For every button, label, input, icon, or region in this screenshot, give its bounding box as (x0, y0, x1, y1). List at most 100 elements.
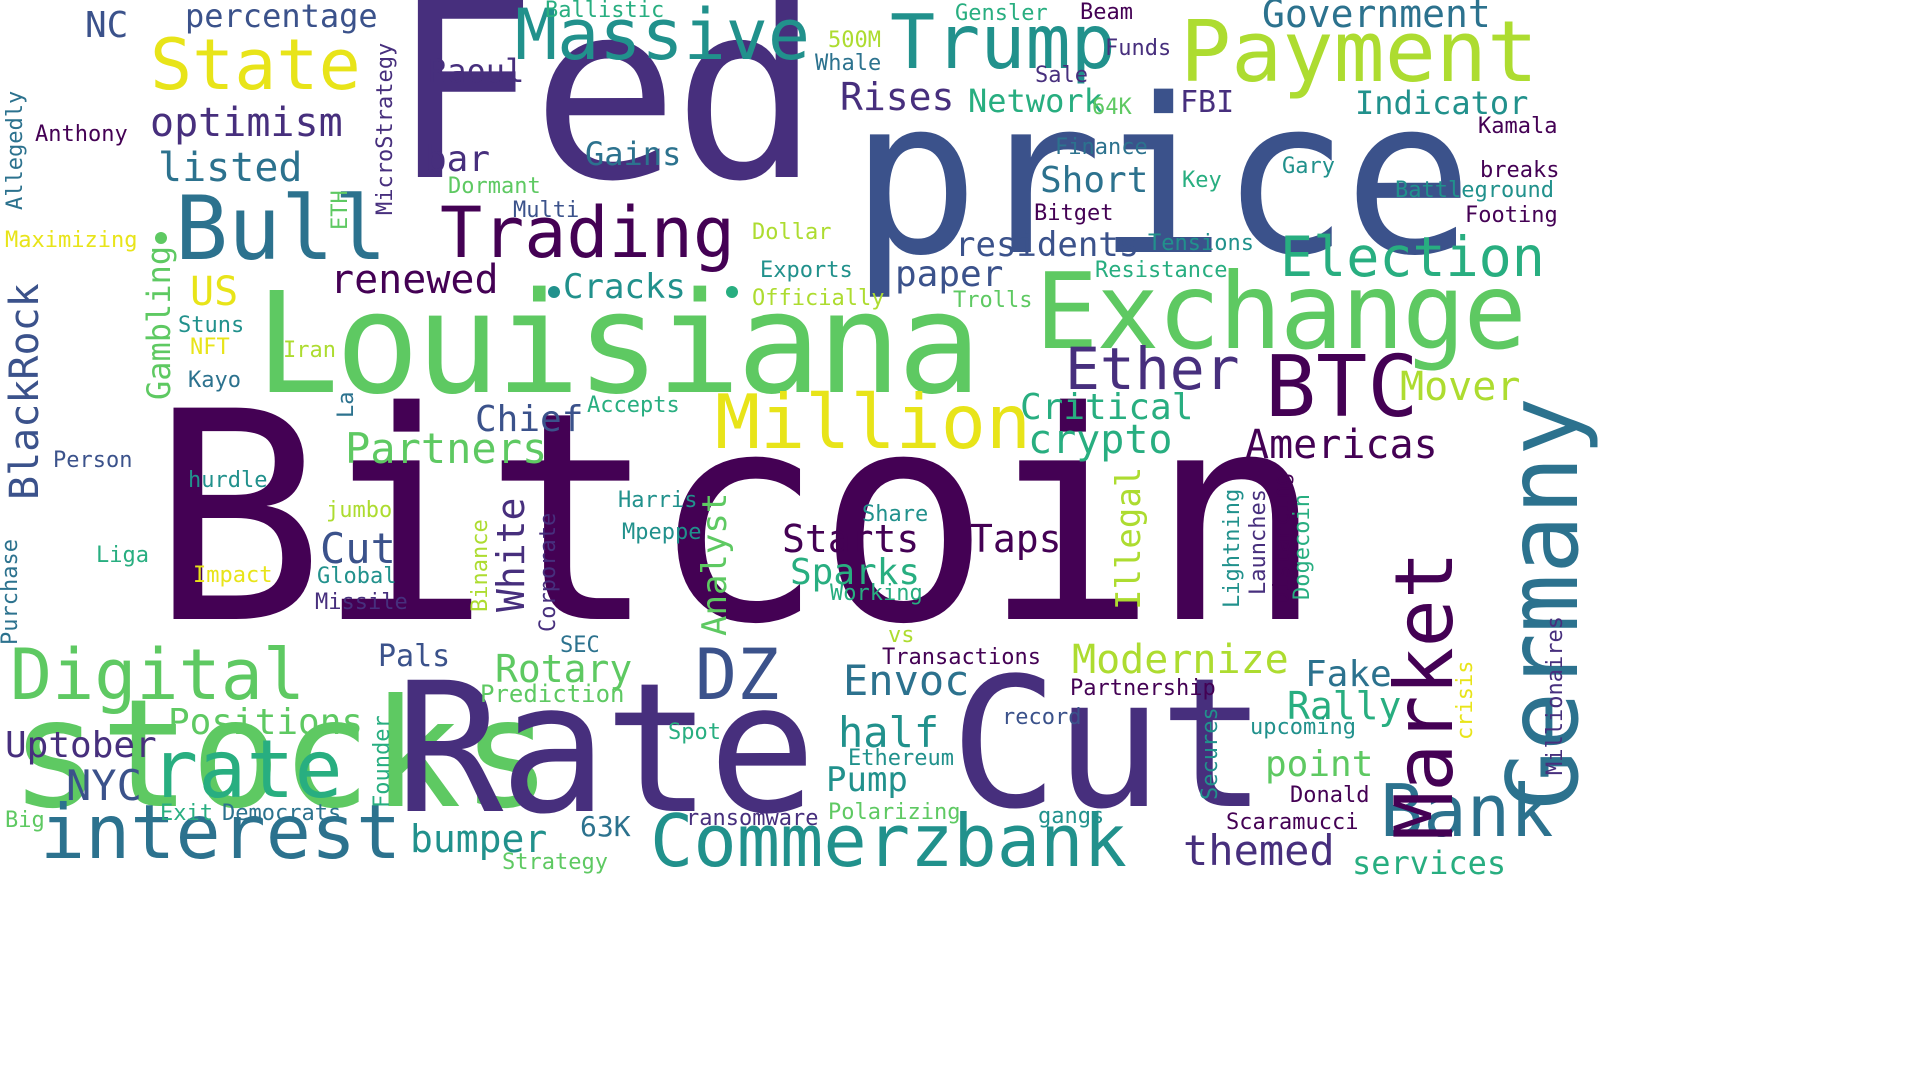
word: Funds (1105, 36, 1172, 61)
word: Purchase (0, 539, 23, 645)
word: Pump (826, 760, 908, 800)
word: Dogecoin (1290, 494, 1315, 600)
word: stocks (10, 668, 552, 842)
word: Resistance (1095, 258, 1228, 283)
word: Democrats (222, 801, 342, 826)
word: Starts (782, 517, 920, 561)
word: Ballistic (545, 0, 665, 23)
word: BTC (1265, 338, 1419, 437)
word: Missile (315, 590, 408, 615)
word: Lightning (1220, 488, 1245, 608)
word: Modernize (1072, 637, 1289, 683)
word: La (334, 391, 359, 419)
word: rate (150, 723, 343, 816)
word: Envoc (843, 656, 970, 705)
word: Exchange (1035, 251, 1527, 373)
word: price (850, 52, 1473, 303)
word: Impact (193, 563, 273, 588)
word: Chief (475, 399, 584, 440)
word: Digital (10, 634, 306, 716)
word: Dormant (448, 174, 541, 199)
word: Sale (1035, 63, 1088, 88)
word: Fake (1305, 654, 1392, 695)
word: Battleground (1395, 178, 1554, 203)
word: Working (830, 581, 923, 606)
word: Founder (370, 715, 395, 808)
word: Polarizing (828, 800, 961, 825)
word: 63K (580, 810, 631, 843)
word: State (150, 24, 361, 106)
word: Payment (1180, 3, 1539, 102)
word: Americas (1245, 422, 1438, 468)
word: Commerzbank (650, 799, 1127, 883)
word: ransomware (686, 806, 819, 831)
word: Accepts (587, 393, 680, 418)
word: Ether (1065, 335, 1240, 403)
word: Millionaires (1543, 616, 1568, 775)
word: White (489, 497, 533, 612)
word: listed (158, 145, 303, 191)
word: bumper (410, 817, 548, 861)
word: crisis (1453, 660, 1478, 740)
word: Footing (1465, 203, 1558, 228)
word: Rises (840, 75, 955, 119)
word: Bank (1380, 769, 1554, 853)
word: Allegedly (3, 90, 28, 210)
word: Pals (378, 639, 451, 674)
word: Person (53, 448, 133, 473)
word: Short (1040, 160, 1149, 201)
word: Launches (1246, 489, 1271, 595)
word: Positions (168, 702, 364, 743)
word: Harris (618, 488, 698, 513)
word: residents (955, 225, 1140, 265)
word: US (190, 269, 239, 315)
word: Network (968, 82, 1103, 120)
word: Ethereum (848, 746, 954, 771)
word: Global (317, 564, 397, 589)
word: Rate (395, 645, 816, 854)
word: Cut (950, 640, 1267, 849)
word: Election (1280, 225, 1545, 289)
word: Bitget (1034, 201, 1114, 226)
word: Bitcoin (150, 351, 1324, 688)
word: percentage (185, 0, 378, 35)
word: half (838, 708, 940, 757)
word: services (1352, 844, 1507, 882)
word: Big (5, 808, 45, 833)
word: Spot (668, 720, 721, 745)
word: Gary (1282, 154, 1335, 179)
word: Indicator (1355, 84, 1529, 122)
word: bar (425, 139, 491, 180)
dot-marker (548, 286, 560, 298)
word: Exports (760, 258, 853, 283)
word: Kayo (188, 368, 241, 393)
word: Taps (970, 517, 1062, 561)
word: BlackRock (2, 283, 48, 500)
word: upcoming (1250, 715, 1356, 740)
word: Gensler (955, 1, 1048, 26)
word: Uptober (5, 725, 157, 766)
word: Binance (468, 519, 493, 612)
word: themed (1183, 826, 1335, 875)
word: Strategy (502, 850, 608, 875)
word: Share (862, 502, 929, 527)
word: Government (1262, 0, 1491, 36)
word: crypto (1028, 417, 1173, 463)
word: SEC (560, 633, 600, 658)
word: Partners (345, 424, 548, 473)
word: Gambling (140, 245, 178, 400)
word: Critical (1020, 387, 1194, 428)
word: optimism (150, 100, 343, 146)
word: Officially (752, 286, 885, 311)
word: Cracks (563, 267, 686, 307)
word: Corporate (536, 512, 561, 632)
word: renewed (330, 257, 499, 303)
dot-marker (726, 286, 738, 298)
word: record (1002, 705, 1082, 730)
word: 64K (1092, 95, 1132, 120)
word: Secures (1198, 707, 1223, 800)
word: Stuns (178, 313, 245, 338)
word: point (1265, 744, 1374, 785)
word: Maximizing (5, 228, 138, 253)
